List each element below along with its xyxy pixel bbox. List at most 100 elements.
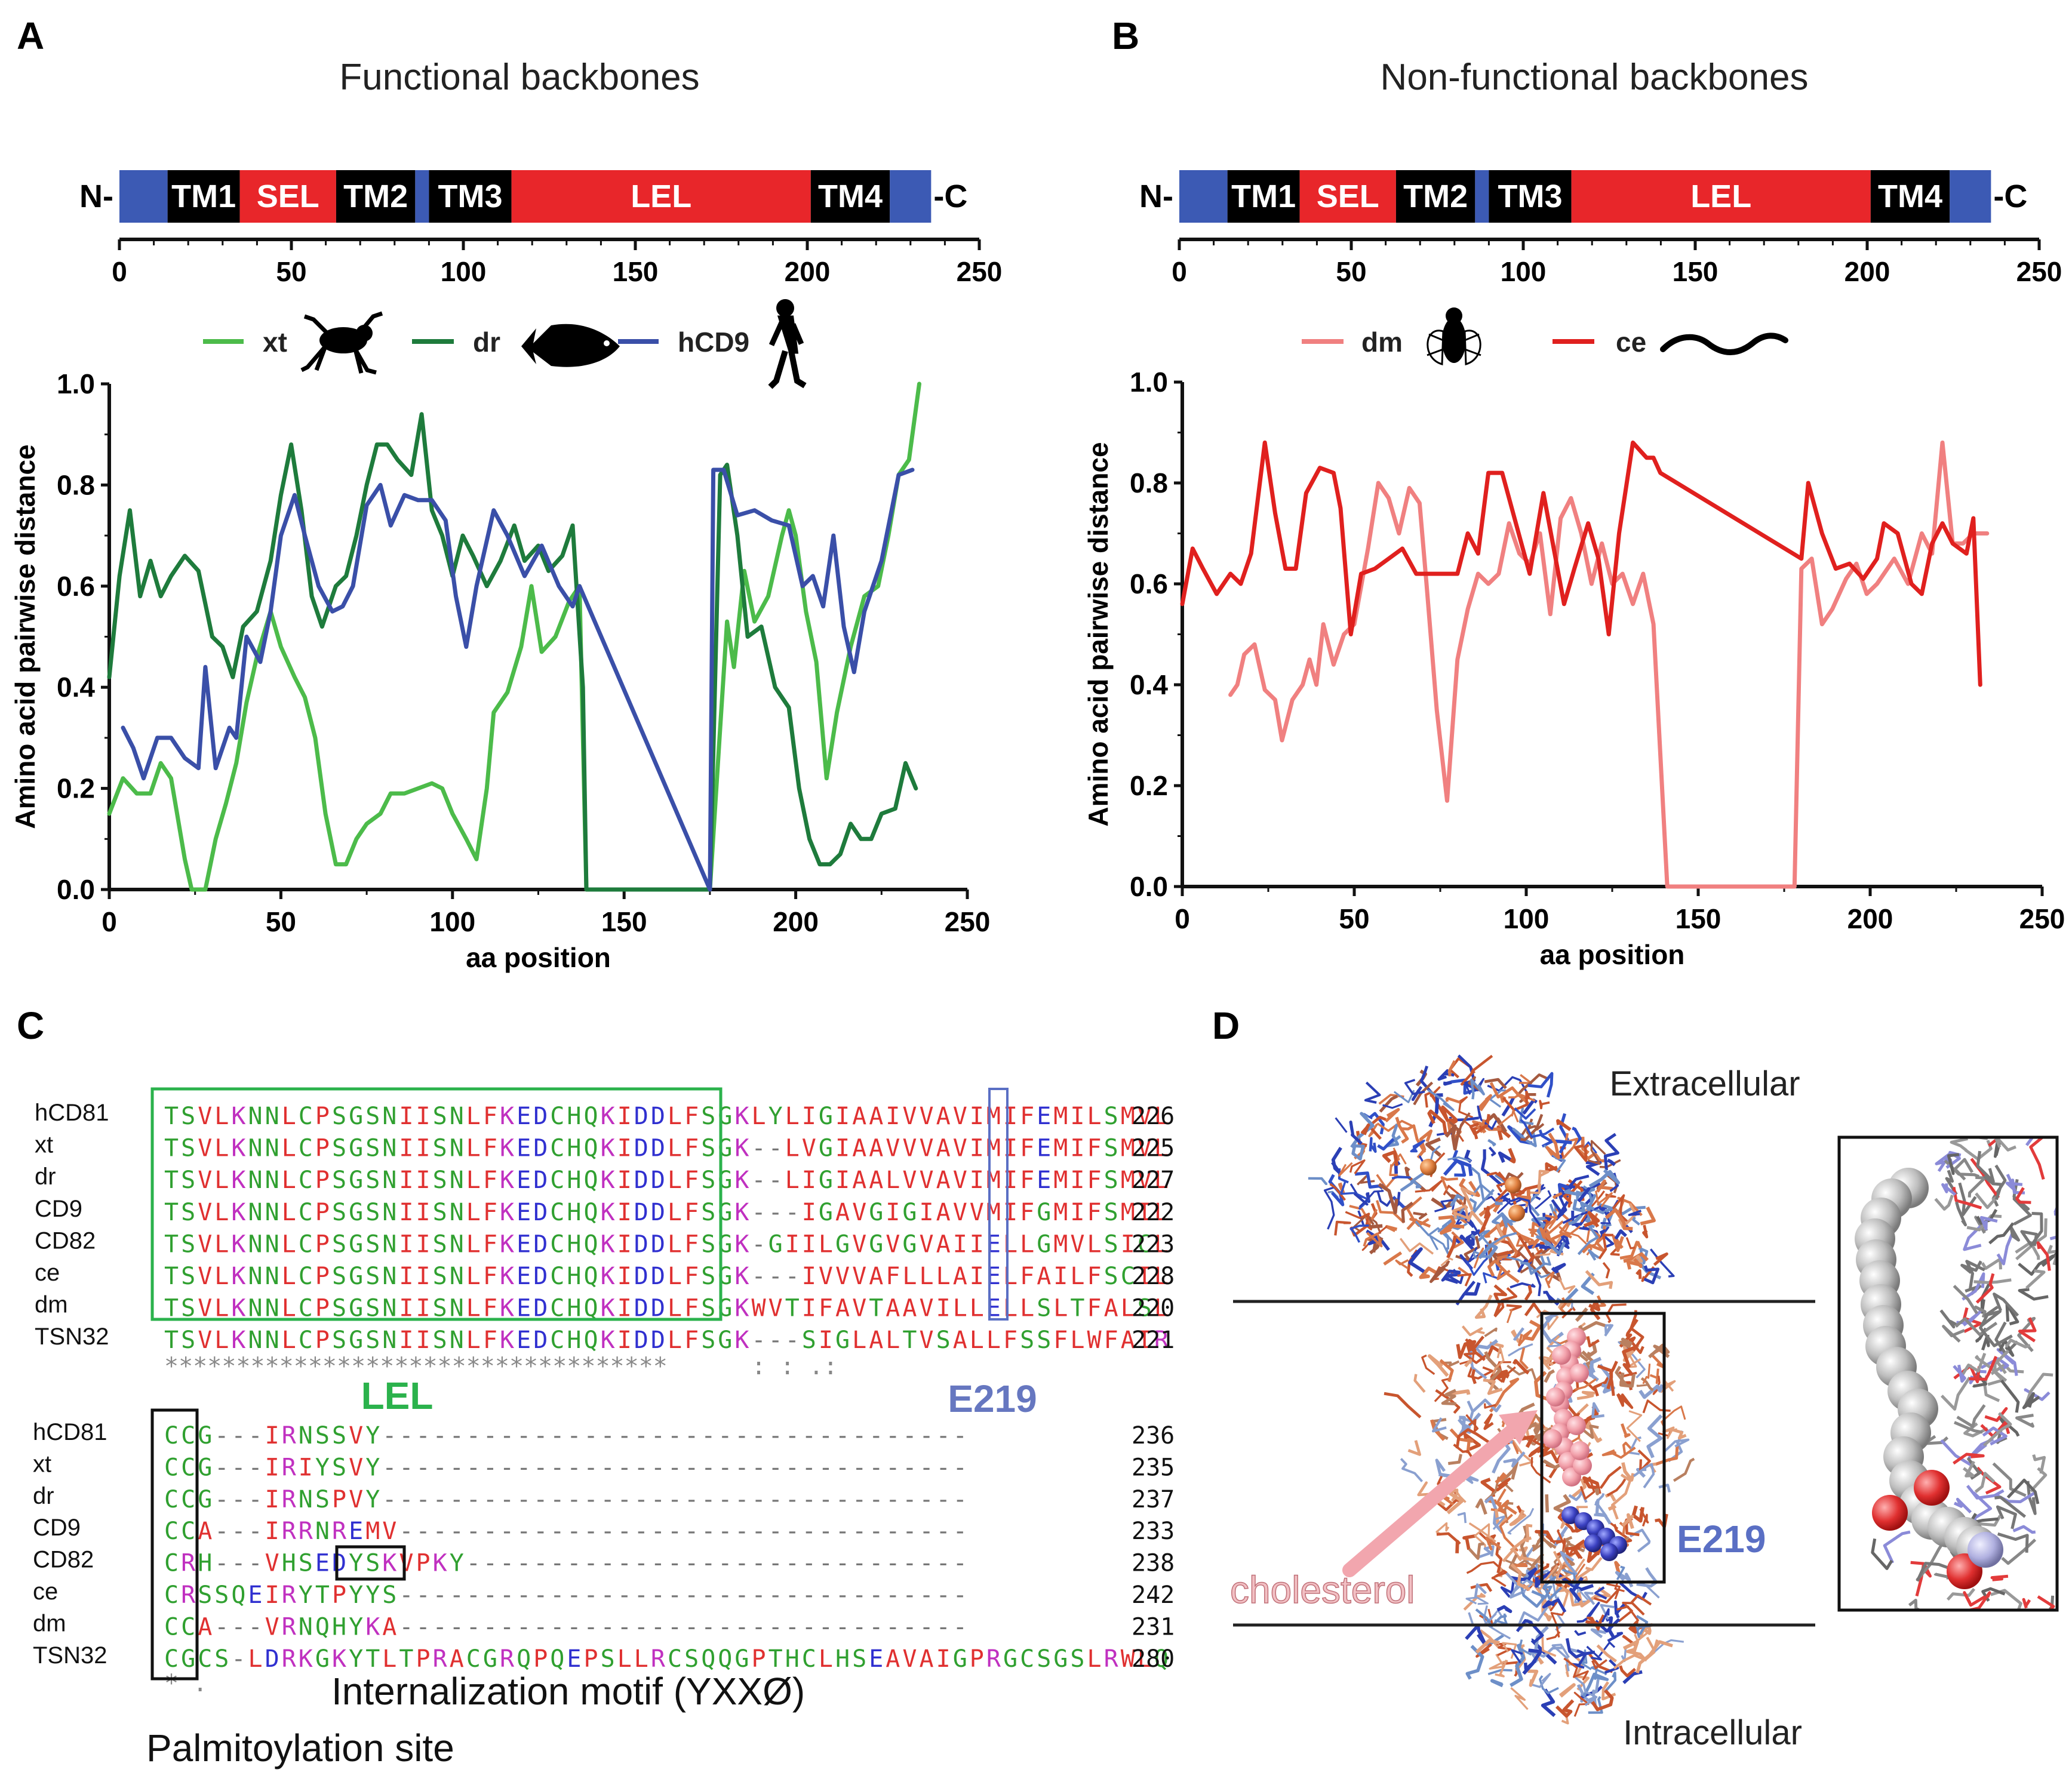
residue: Y	[365, 1454, 380, 1481]
residue: L	[785, 1103, 800, 1130]
residue: L	[214, 1327, 229, 1354]
residue: -	[802, 1422, 816, 1450]
residue: S	[936, 1327, 951, 1354]
residue: K	[734, 1199, 749, 1226]
residue: V	[198, 1135, 212, 1162]
series-line-dr	[109, 414, 916, 890]
residue: G	[349, 1263, 363, 1290]
residue: -	[517, 1422, 531, 1450]
residue: L	[214, 1263, 229, 1290]
residue: -	[668, 1486, 682, 1513]
residue: T	[869, 1295, 883, 1322]
residue: -	[785, 1199, 800, 1226]
residue-stick	[1458, 1513, 1465, 1524]
sequence-name: dr	[33, 1483, 54, 1509]
residue: -	[734, 1613, 749, 1641]
residue-stick	[1640, 1207, 1654, 1224]
residue-stick	[1589, 1301, 1599, 1319]
residue: I	[399, 1167, 413, 1194]
residue: -	[517, 1613, 531, 1641]
residue: -	[382, 1454, 396, 1481]
residue: A	[902, 1295, 917, 1322]
residue: K	[601, 1230, 615, 1258]
residue: S	[181, 1199, 195, 1226]
sequence-end-position: 231	[1132, 1613, 1175, 1641]
residue-stick	[1553, 1264, 1564, 1273]
residue-stick	[1477, 1500, 1486, 1515]
residue-stick	[1447, 1098, 1460, 1103]
residue: -	[920, 1518, 934, 1545]
residue: E	[869, 1645, 883, 1673]
residue: G	[198, 1422, 212, 1450]
residue: -	[517, 1581, 531, 1609]
residue: S	[365, 1199, 380, 1226]
residue: -	[248, 1550, 263, 1577]
residue: -	[214, 1518, 229, 1545]
residue-stick	[1560, 1685, 1574, 1696]
residue: I	[399, 1103, 413, 1130]
residue: C	[299, 1135, 313, 1162]
residue-stick	[1366, 1082, 1380, 1103]
y-tick-label: 0.6	[1130, 568, 1168, 599]
x-tick-label: 150	[1676, 903, 1721, 934]
residue: K	[299, 1645, 313, 1673]
residue: E	[517, 1263, 531, 1290]
residue: N	[265, 1199, 279, 1226]
residue: I	[1070, 1199, 1084, 1226]
residue: -	[752, 1550, 766, 1577]
residue: L	[920, 1263, 934, 1290]
residue: I	[802, 1199, 816, 1226]
residue: I	[920, 1199, 934, 1226]
residue: N	[248, 1230, 263, 1258]
residue: S	[1037, 1327, 1051, 1354]
residue: A	[450, 1645, 464, 1673]
residue: S	[198, 1581, 212, 1609]
y-tick-label: 0.8	[57, 469, 95, 500]
residue: C	[181, 1486, 195, 1513]
residue: I	[835, 1135, 850, 1162]
sequence-name: CD82	[33, 1547, 94, 1573]
residue: A	[953, 1327, 967, 1354]
residue: -	[248, 1518, 263, 1545]
residue: -	[533, 1486, 548, 1513]
residue: -	[567, 1550, 581, 1577]
cholesterol-atom	[1570, 1441, 1590, 1460]
domain-scale-label: 100	[1501, 256, 1547, 287]
residue: F	[684, 1263, 699, 1290]
residue: N	[248, 1327, 263, 1354]
residue-stick	[1499, 1110, 1518, 1125]
residue: -	[483, 1486, 497, 1513]
residue: V	[902, 1645, 917, 1673]
residue: -	[752, 1518, 766, 1545]
residue: -	[802, 1518, 816, 1545]
residue: D	[651, 1103, 665, 1130]
residue: T	[164, 1199, 179, 1226]
residue: I	[617, 1230, 632, 1258]
panel-letter-d: D	[1212, 1004, 1240, 1047]
residue: N	[265, 1167, 279, 1194]
residue: Q	[584, 1327, 598, 1354]
residue: S	[433, 1167, 447, 1194]
residue: E	[517, 1135, 531, 1162]
residue: C	[550, 1135, 564, 1162]
residue-stick	[1612, 1475, 1630, 1519]
residue: C	[181, 1422, 195, 1450]
residue: G	[1003, 1645, 1017, 1673]
residue: D	[533, 1263, 548, 1290]
residue: C	[1020, 1645, 1034, 1673]
residue: L	[214, 1135, 229, 1162]
residue: Y	[365, 1486, 380, 1513]
residue: G	[1053, 1645, 1068, 1673]
legend-label-hcd9: hCD9	[678, 327, 749, 358]
residue: -	[835, 1613, 850, 1641]
residue: P	[533, 1645, 548, 1673]
residue: S	[684, 1645, 699, 1673]
residue: -	[466, 1581, 481, 1609]
residue: I	[617, 1327, 632, 1354]
residue: A	[869, 1103, 883, 1130]
residue-stick	[1498, 1375, 1508, 1378]
